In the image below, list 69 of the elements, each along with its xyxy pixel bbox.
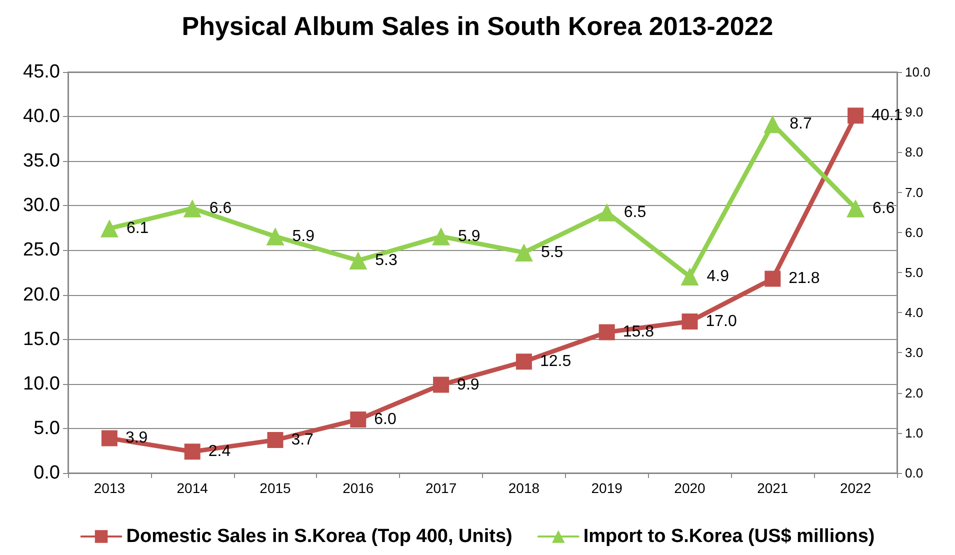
point <box>183 199 202 218</box>
y2-tick-label: 10.0 <box>905 64 930 80</box>
y2-tick-label: 0.0 <box>905 466 924 480</box>
data-label: 21.8 <box>788 270 820 288</box>
data-label: 5.9 <box>292 228 315 245</box>
x-tick-label: 2018 <box>508 480 540 496</box>
data-label: 6.6 <box>209 200 232 217</box>
y2-tick-label: 3.0 <box>905 345 924 360</box>
point <box>350 412 366 428</box>
y2-tick-label: 5.0 <box>905 265 924 280</box>
legend-label: Domestic Sales in S.Korea (Top 400, Units) <box>126 526 512 547</box>
y-tick-label: 10.0 <box>23 373 60 394</box>
x-tick-label: 2014 <box>176 480 208 496</box>
data-label: 40.1 <box>872 107 903 124</box>
point <box>514 243 533 262</box>
data-label: 9.9 <box>457 376 480 394</box>
point <box>433 376 450 393</box>
point <box>266 227 284 246</box>
data-label: 5.5 <box>540 244 564 261</box>
point <box>846 199 865 218</box>
y-tick-label: 20.0 <box>23 284 60 306</box>
y2-tick-label: 4.0 <box>905 305 924 320</box>
x-tick-label: 2015 <box>260 480 292 496</box>
y-tick-label: 40.0 <box>23 106 60 128</box>
data-label: 3.7 <box>291 432 314 449</box>
point <box>682 314 698 330</box>
data-label: 12.5 <box>540 353 572 370</box>
data-label: 6.0 <box>374 411 396 428</box>
data-label: 6.6 <box>872 200 895 217</box>
point <box>101 430 118 446</box>
chart-title: Physical Album Sales in South Korea 2013-2022 <box>182 11 774 41</box>
y2-tick-label: 2.0 <box>905 385 924 400</box>
y2-tick-label: 1.0 <box>905 425 924 440</box>
point <box>764 270 781 287</box>
point <box>598 324 615 340</box>
point <box>848 108 864 124</box>
point <box>349 251 368 270</box>
y-tick-label: 0.0 <box>34 462 60 484</box>
point <box>516 354 532 370</box>
point <box>184 444 200 460</box>
data-label: 6.5 <box>624 204 646 221</box>
data-label: 6.1 <box>126 220 149 237</box>
y-tick-label: 30.0 <box>23 195 60 216</box>
x-tick-label: 2013 <box>94 480 126 496</box>
legend-label: Import to S.Korea (US$ millions) <box>583 526 875 547</box>
x-tick-label: 2019 <box>591 480 623 496</box>
data-label: 4.9 <box>706 268 730 286</box>
y-tick-label: 25.0 <box>23 240 60 261</box>
data-label: 5.3 <box>375 252 398 269</box>
y-tick-label: 45.0 <box>23 62 60 82</box>
y2-tick-label: 6.0 <box>905 224 924 240</box>
point <box>267 432 284 448</box>
y-tick-label: 15.0 <box>23 328 60 350</box>
data-label: 17.0 <box>706 313 737 330</box>
x-tick-label: 2016 <box>342 480 374 496</box>
point <box>680 268 699 286</box>
y2-tick-label: 8.0 <box>905 144 924 160</box>
x-tick-label: 2021 <box>757 480 788 496</box>
point <box>598 203 616 222</box>
y-tick-label: 5.0 <box>34 418 60 439</box>
y2-tick-label: 7.0 <box>905 184 924 200</box>
x-tick-label: 2017 <box>425 480 457 496</box>
y2-tick-label: 9.0 <box>905 104 924 120</box>
data-label: 8.7 <box>790 116 812 133</box>
point <box>432 227 450 246</box>
y-tick-label: 35.0 <box>23 150 60 172</box>
point <box>100 219 118 238</box>
x-tick-label: 2022 <box>840 480 872 496</box>
x-tick-label: 2020 <box>674 480 706 496</box>
